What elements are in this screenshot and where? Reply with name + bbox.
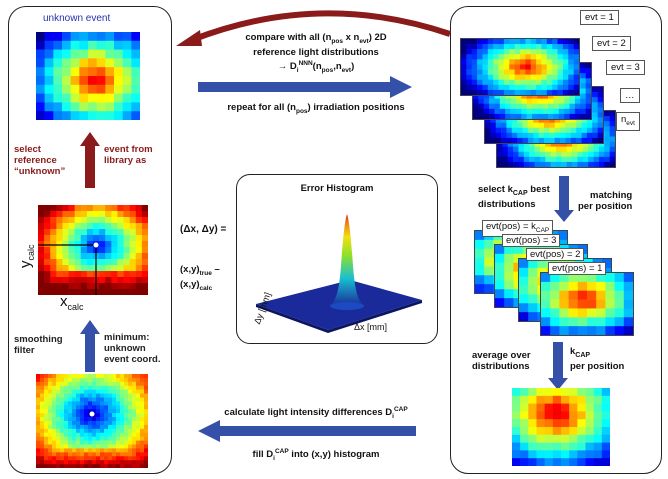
event-from-library-label: event from library as (104, 144, 153, 166)
matching-per-position-label: matching per position (578, 190, 633, 212)
averaged-distribution-map (512, 388, 610, 466)
calculate-differences-text: calculate light intensity differences Di… (224, 406, 408, 421)
smoothed-event-map (36, 374, 148, 468)
reference-distribution-map (460, 38, 580, 96)
best-match-map (540, 272, 634, 336)
average-arrow (548, 342, 568, 390)
x-calc-label: xcalc (60, 293, 84, 312)
compare-arrow (198, 76, 412, 98)
evt-tag: … (620, 88, 640, 103)
repeat-text: repeat for all (npos) irradiation positi… (227, 102, 405, 115)
true-minus-calc-label: (x,y)true – (x,y)calc (180, 264, 220, 292)
histogram-x-axis-label: Δx [mm] (354, 322, 388, 332)
compare-text: compare with all (npos x nevt) 2D refere… (245, 32, 387, 74)
error-histogram-plot (256, 214, 422, 333)
fill-histogram-arrow (198, 420, 416, 442)
average-over-label: average over distributions (472, 350, 531, 372)
minimum-arrow (80, 320, 100, 372)
reference-curve-arrow (176, 10, 451, 46)
evt-pos-tag: evt(pos) = 3 (502, 234, 561, 247)
delta-label: (Δx, Δy) = (180, 224, 227, 235)
y-calc-label: ycalc (17, 244, 36, 268)
evt-pos-tag: evt(pos) = kCAP (482, 220, 554, 237)
minimum-label: minimum: unknown event coord. (104, 332, 161, 365)
select-reference-arrow (80, 132, 100, 188)
evt-pos-tag: evt(pos) = 2 (526, 248, 585, 261)
evt-tag: evt = 1 (580, 10, 619, 25)
select-best-arrow (554, 176, 574, 222)
evt-pos-tag: evt(pos) = 1 (548, 262, 607, 275)
kcap-per-position-label: kCAP per position (570, 346, 625, 372)
evt-tag: evt = 3 (606, 60, 645, 75)
unknown-event-map (36, 32, 140, 120)
select-reference-label: select reference “unknown” (14, 144, 66, 177)
unknown-event-title: unknown event (43, 13, 111, 24)
smoothing-filter-label: smoothing filter (14, 334, 63, 356)
fill-histogram-text: fill DiCAP into (x,y) histogram (252, 448, 380, 463)
select-kcap-label: select kCAP best distributions (478, 184, 550, 210)
evt-tag: evt = 2 (592, 36, 631, 51)
evt-tag: nevt (616, 112, 640, 131)
histogram-title: Error Histogram (300, 183, 374, 194)
calculated-position-map (38, 205, 148, 295)
